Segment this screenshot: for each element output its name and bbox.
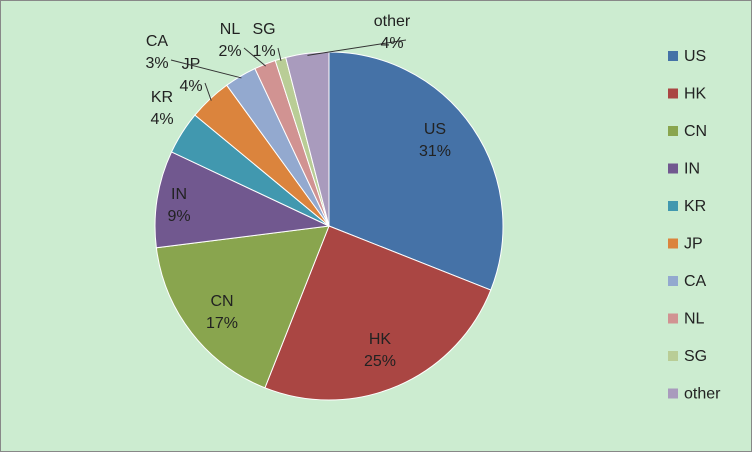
legend-label: NL (684, 311, 705, 328)
slice-label: KR (151, 89, 173, 106)
legend-swatch (668, 201, 678, 211)
slice-label: CA (146, 33, 169, 50)
legend-swatch (668, 126, 678, 136)
leader-line (243, 47, 267, 67)
pie-slice (264, 225, 492, 401)
leader-line (307, 39, 407, 56)
legend-label: SG (684, 348, 707, 365)
legend-label: CN (684, 123, 707, 140)
leader-line (170, 59, 242, 79)
legend-label: KR (684, 198, 706, 215)
slice-label: CN (210, 293, 233, 310)
slice-label: other (374, 13, 411, 30)
slice-label: IN (171, 186, 187, 203)
slice-label: HK (369, 331, 392, 348)
legend-label: IN (684, 161, 700, 178)
legend-label: US (684, 48, 706, 65)
slice-value-label: 2% (218, 43, 241, 60)
legend-label: CA (684, 273, 707, 290)
legend-label: other (684, 386, 721, 403)
legend-label: HK (684, 86, 707, 103)
legend-swatch (668, 313, 678, 324)
slice-value-label: 17% (206, 315, 238, 332)
legend-swatch (668, 163, 678, 174)
slice-value-label: 3% (145, 55, 168, 72)
leader-line (277, 47, 282, 61)
slice-label: NL (220, 21, 241, 38)
legend-swatch (668, 351, 678, 361)
slice-value-label: 4% (380, 35, 403, 52)
slice-label: US (424, 121, 446, 138)
slice-value-label: 4% (150, 111, 173, 128)
slice-value-label: 1% (252, 43, 275, 60)
slice-value-label: 25% (364, 353, 396, 370)
legend-swatch (668, 238, 678, 249)
legend-swatch (668, 88, 678, 99)
legend-label: JP (684, 236, 703, 253)
slice-value-label: 9% (167, 208, 190, 225)
slice-label: SG (252, 21, 275, 38)
legend-swatch (668, 276, 678, 286)
slice-value-label: 31% (419, 143, 451, 160)
legend-swatch (668, 388, 678, 399)
leader-line (204, 82, 212, 101)
pie-slice (154, 151, 331, 249)
legend-swatch (668, 51, 678, 61)
pie-slice (328, 51, 504, 291)
slice-value-label: 4% (179, 78, 202, 95)
pie-slice (155, 225, 330, 389)
